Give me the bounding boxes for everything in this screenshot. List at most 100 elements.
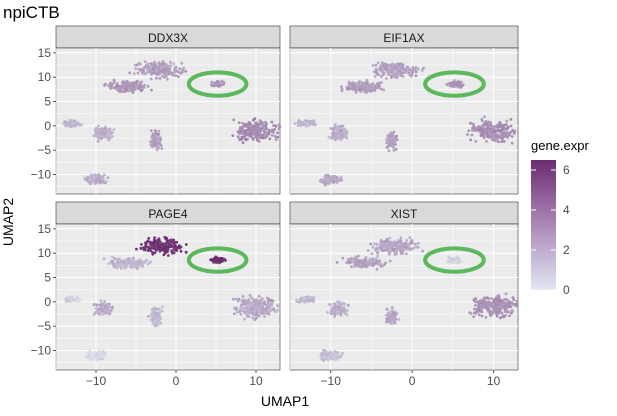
data-point: [103, 300, 106, 304]
data-point: [374, 257, 378, 260]
y-axis-label: UMAP2: [0, 198, 16, 246]
data-point: [377, 81, 381, 85]
data-point: [139, 62, 142, 66]
data-point: [336, 351, 340, 355]
data-point: [96, 303, 99, 307]
data-point: [331, 136, 335, 140]
data-point: [153, 60, 156, 64]
data-point: [379, 245, 383, 249]
data-point: [270, 120, 274, 124]
highlight-circle: [186, 70, 249, 98]
data-point: [510, 135, 514, 138]
data-point: [144, 64, 148, 68]
data-point: [128, 265, 132, 268]
data-point: [329, 353, 333, 357]
data-point: [389, 319, 392, 323]
data-point: [258, 133, 262, 137]
data-point: [409, 69, 413, 72]
data-point: [343, 302, 346, 306]
data-point: [505, 119, 509, 123]
legend-tick-label: 4: [563, 203, 570, 217]
data-point: [173, 70, 177, 74]
data-point: [401, 242, 405, 246]
data-point: [384, 68, 388, 71]
data-point: [135, 266, 139, 270]
data-point: [99, 134, 103, 138]
data-point: [332, 132, 336, 135]
data-point: [111, 255, 114, 259]
data-point: [334, 133, 338, 137]
data-point: [98, 174, 102, 178]
data-point: [501, 134, 505, 138]
data-point: [322, 359, 325, 362]
data-point: [387, 139, 391, 143]
data-point: [155, 324, 159, 327]
data-point: [149, 129, 153, 133]
data-point: [144, 260, 147, 263]
data-point: [276, 135, 280, 139]
data-point: [339, 354, 343, 358]
data-point: [515, 299, 519, 303]
data-point: [154, 138, 157, 142]
data-point: [244, 312, 248, 315]
data-point: [104, 309, 108, 312]
data-point: [482, 134, 486, 138]
data-point: [346, 87, 350, 91]
highlight-circle: [423, 246, 486, 274]
facet-strip-label: EIF1AX: [383, 31, 424, 45]
data-point: [476, 300, 480, 304]
data-point: [273, 134, 277, 138]
data-point: [347, 303, 350, 307]
data-point: [405, 252, 408, 256]
data-point: [400, 250, 404, 254]
data-point: [456, 83, 460, 86]
data-point: [139, 246, 143, 250]
data-point: [170, 72, 173, 76]
data-point: [263, 308, 267, 312]
y-tick-label: −5: [37, 143, 51, 157]
data-point: [348, 87, 352, 91]
data-point: [163, 62, 166, 66]
data-point: [103, 132, 106, 135]
data-point: [257, 294, 261, 298]
data-point: [488, 122, 491, 126]
data-point: [498, 125, 501, 129]
x-tick-label: 10: [249, 374, 263, 388]
data-point: [155, 68, 158, 72]
data-point: [492, 310, 496, 313]
data-point: [248, 134, 251, 138]
data-point: [414, 242, 417, 246]
data-point: [133, 260, 137, 264]
data-point: [111, 305, 114, 309]
data-point: [345, 313, 349, 317]
data-point: [153, 311, 157, 314]
data-point: [116, 82, 119, 85]
data-point: [502, 140, 506, 143]
data-point: [403, 243, 407, 247]
data-point: [164, 68, 168, 72]
data-point: [250, 296, 254, 300]
data-point: [237, 297, 241, 301]
data-point: [361, 265, 365, 268]
data-point: [340, 135, 344, 138]
data-point: [149, 243, 153, 247]
data-point: [489, 314, 493, 317]
data-point: [156, 139, 160, 143]
data-point: [254, 124, 258, 128]
highlight-circle: [423, 70, 486, 98]
data-point: [352, 260, 355, 264]
data-point: [136, 259, 140, 263]
data-point: [495, 308, 499, 312]
data-point: [129, 84, 133, 87]
data-point: [80, 122, 84, 126]
data-point: [474, 300, 477, 304]
data-point: [223, 257, 226, 261]
data-point: [447, 255, 451, 259]
data-point: [168, 245, 172, 248]
data-point: [390, 74, 393, 78]
data-point: [399, 239, 403, 242]
data-point: [86, 175, 90, 179]
data-point: [324, 178, 328, 182]
data-point: [124, 259, 128, 263]
data-point: [345, 132, 349, 136]
